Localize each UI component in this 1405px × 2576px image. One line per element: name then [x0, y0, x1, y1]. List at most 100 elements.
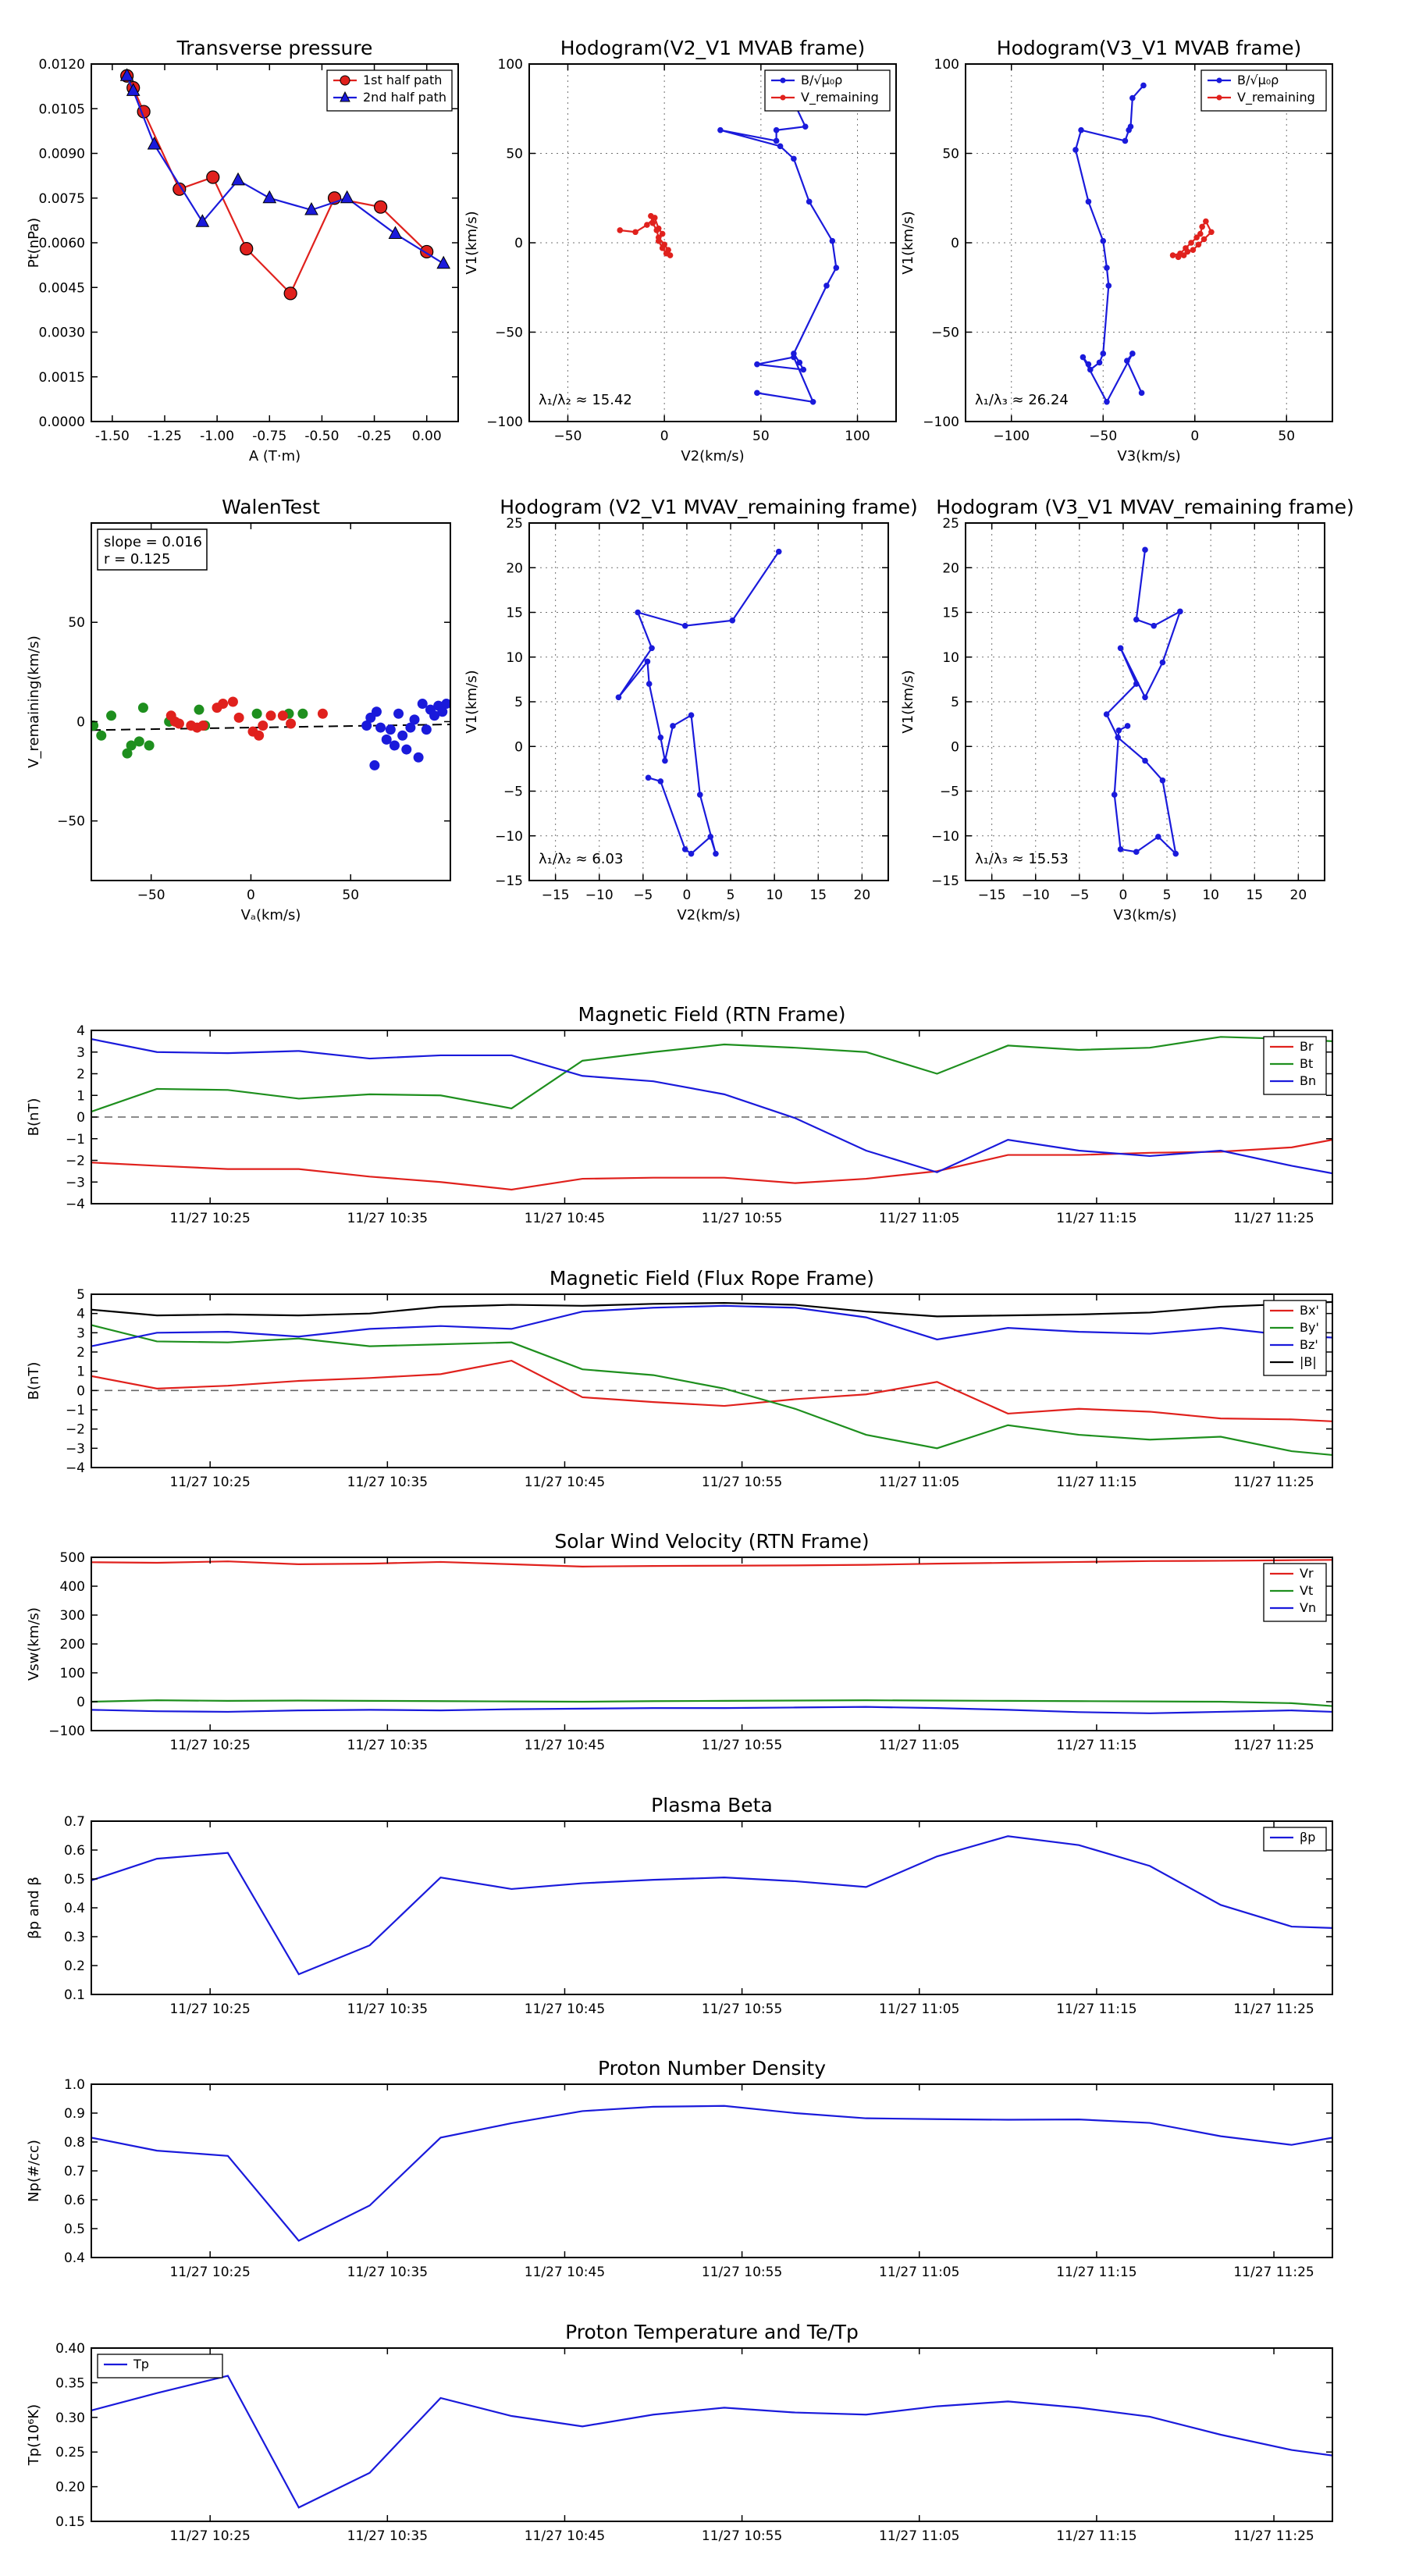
data-point — [1085, 361, 1092, 368]
tick-label-y: 4 — [76, 1307, 85, 1322]
tick-label-x: 11/27 11:15 — [1056, 1475, 1136, 1490]
data-point — [777, 143, 784, 150]
data-point — [662, 757, 668, 764]
series-tp-line — [91, 2375, 1332, 2509]
legend-label: Vr — [1300, 1566, 1314, 1581]
data-point — [317, 708, 328, 719]
data-point — [649, 220, 656, 226]
tick-label-y: 100 — [934, 57, 959, 73]
tick-label-y: 0 — [951, 236, 959, 251]
series-br-line — [91, 1139, 1332, 1191]
tick-label-x: 11/27 11:25 — [1233, 1475, 1314, 1490]
data-point — [615, 694, 622, 701]
data-point — [119, 68, 134, 81]
tick-label-x: 5 — [1163, 888, 1172, 903]
annotation-text: r = 0.125 — [104, 551, 170, 568]
plot-frame — [91, 522, 451, 881]
tick-label-y: 300 — [60, 1608, 85, 1624]
data-point — [653, 227, 660, 233]
data-point — [1133, 616, 1140, 623]
chart-title: WalenTest — [222, 496, 320, 518]
series-bx--line — [91, 1359, 1332, 1422]
legend: 1st half path 2nd half path — [326, 69, 453, 112]
plot-frame — [91, 2083, 1333, 2258]
tick-label-y: 0.30 — [55, 2411, 85, 2426]
tick-label-y: 0.2 — [64, 1959, 85, 1974]
tick-label-x: 11/27 11:15 — [1056, 2001, 1136, 2017]
tick-label-y: 0 — [76, 1110, 85, 1126]
data-layer — [91, 2105, 1332, 2242]
data-point — [233, 712, 244, 723]
tick-label-x: 15 — [1246, 888, 1263, 903]
x-axis-label: V2(km/s) — [681, 448, 744, 464]
data-point — [665, 247, 671, 253]
tick-label-y: 0.15 — [55, 2514, 85, 2530]
chart-beta: Plasma Beta 11/27 10:25 11/27 10:35 11/27 1… — [26, 1794, 1333, 2017]
data-point — [251, 708, 262, 719]
tick-label-y: 100 — [498, 57, 523, 73]
data-point — [1072, 147, 1079, 153]
tick-label-y: 0.3 — [64, 1930, 85, 1945]
plot-frame — [91, 2347, 1333, 2522]
series-bz--line — [91, 1304, 1332, 1347]
chart-title: Magnetic Field (RTN Frame) — [578, 1003, 846, 1026]
data-point — [197, 720, 208, 731]
tick-label-y: −4 — [66, 1197, 85, 1212]
data-layer — [91, 1036, 1332, 1191]
data-point — [385, 724, 396, 735]
legend: B/√μ₀ρ V_remaining — [764, 69, 891, 112]
data-point — [1138, 390, 1145, 397]
tick-label-x: −50 — [137, 888, 165, 903]
data-point — [304, 201, 318, 215]
data-point — [1142, 694, 1148, 701]
legend-label: V_remaining — [1237, 90, 1315, 105]
tick-label-y: −50 — [495, 326, 523, 341]
data-point — [1115, 735, 1122, 741]
tick-label-y: 0.20 — [55, 2480, 85, 2496]
y-axis-label: V1(km/s) — [900, 211, 916, 274]
data-point — [1104, 399, 1110, 405]
tick-label-y: 50 — [942, 147, 959, 162]
legend-marker — [340, 75, 350, 86]
legend-box — [1263, 1563, 1327, 1622]
legend-label: Bn — [1300, 1073, 1316, 1088]
y-axis-label: B(nT) — [26, 1098, 42, 1137]
data-point — [1129, 94, 1136, 101]
data-point — [254, 730, 265, 741]
tick-label-x: -1.25 — [148, 429, 182, 444]
tick-label-x: −15 — [978, 888, 1006, 903]
tick-label-y: 0.0045 — [39, 280, 85, 296]
data-point — [297, 708, 308, 719]
tick-label-y: 0.0075 — [39, 191, 85, 207]
data-point — [1184, 248, 1191, 255]
tick-label-y: 0.25 — [55, 2445, 85, 2460]
data-point — [417, 699, 428, 710]
data-point — [381, 734, 392, 745]
tick-label-y: 0.9 — [64, 2106, 85, 2122]
y-axis-label: βp and β — [26, 1877, 42, 1939]
chart-title: Proton Number Density — [598, 2057, 826, 2080]
data-point — [369, 760, 380, 770]
data-point — [1115, 727, 1122, 734]
data-layer — [119, 68, 451, 301]
data-point — [401, 744, 412, 755]
data-point — [1100, 237, 1107, 244]
chart-hodo3: Hodogram (V2_V1 MVAV_remaining frame) −15… — [464, 496, 918, 923]
tick-label-y: 5 — [514, 695, 523, 710]
data-layer — [615, 548, 782, 857]
tick-label-y: 1.0 — [64, 2077, 85, 2093]
data-point — [231, 172, 245, 186]
data-point — [1126, 126, 1132, 133]
legend-label: 2nd half path — [363, 90, 446, 105]
data-point — [1117, 846, 1124, 852]
tick-label-y: 15 — [942, 606, 959, 621]
tick-label-x: −100 — [993, 429, 1030, 444]
data-point — [1199, 223, 1205, 230]
data-point — [1085, 198, 1092, 205]
tick-label-y: 0.7 — [64, 1814, 85, 1830]
tick-label-y: 1 — [76, 1088, 85, 1104]
series-2nd-half-path-line — [126, 75, 444, 265]
tick-label-x: 11/27 10:35 — [347, 1211, 428, 1226]
data-point — [91, 720, 99, 731]
x-axis-label: V3(km/s) — [1117, 448, 1180, 464]
